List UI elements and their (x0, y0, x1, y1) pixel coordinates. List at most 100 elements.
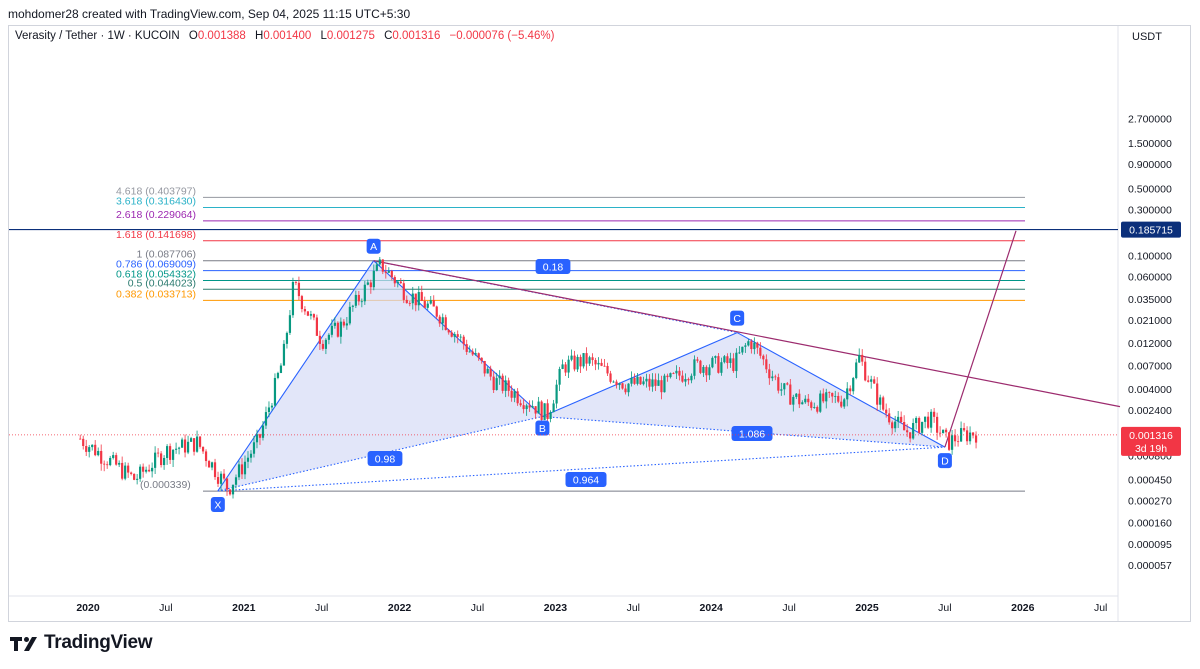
candle-body (309, 314, 313, 316)
candle-body (324, 339, 327, 349)
pattern-leg (217, 415, 543, 492)
candle-body (384, 271, 387, 273)
pattern-point-label: A (370, 241, 377, 253)
candle-body (717, 356, 720, 373)
candle-body (846, 388, 849, 400)
candle-body (570, 355, 573, 360)
candle-body (606, 365, 609, 374)
candle-body (255, 434, 259, 443)
candle-body (777, 377, 780, 391)
candle-body (267, 407, 271, 413)
candle-body (720, 362, 723, 373)
pattern-leg (217, 260, 375, 492)
candle-body (504, 380, 507, 391)
candle-body (639, 376, 642, 385)
candle-body (714, 356, 717, 358)
candle-body (243, 461, 247, 475)
chart-frame (8, 25, 1191, 622)
candle-body (300, 296, 304, 310)
pattern-leg (217, 446, 945, 492)
open-value: 0.001388 (197, 30, 246, 42)
fib-level-label: 0.786 (0.069009) (116, 259, 196, 271)
time-axis-label: Jul (627, 602, 640, 614)
candle-body (291, 282, 295, 316)
candle-body (678, 370, 681, 376)
candle-body (876, 383, 879, 405)
candle-body (79, 438, 82, 440)
price-axis-label: 0.060000 (1128, 271, 1172, 283)
candle-body (816, 406, 819, 412)
candle-body (189, 438, 193, 442)
candle-body (804, 398, 807, 403)
candle-body (540, 401, 543, 420)
symbol-name[interactable]: Verasity / Tether · 1W · KUCOIN (15, 30, 180, 42)
candle-body (91, 444, 94, 448)
close-label: C (384, 30, 393, 42)
candle-body (342, 321, 345, 326)
candle-body (834, 395, 837, 397)
candle-body (567, 359, 570, 373)
candle-body (477, 353, 480, 358)
candle-body (852, 378, 855, 392)
candle-body (261, 425, 265, 438)
candle-body (345, 323, 348, 326)
candle-body (447, 329, 450, 333)
candle-body (906, 430, 909, 433)
candle-body (974, 435, 978, 443)
price-axis-label: 0.035000 (1128, 294, 1172, 306)
candle-body (372, 270, 375, 288)
price-axis-label: 0.012000 (1128, 338, 1172, 350)
candle-body (381, 259, 384, 272)
candle-body (669, 373, 672, 378)
candle-body (154, 452, 157, 468)
price-axis-label: 0.021000 (1128, 315, 1172, 327)
candle-body (435, 306, 438, 317)
candle-body (82, 438, 85, 447)
tradingview-logo[interactable]: TradingView (10, 632, 153, 654)
ratio-label: 0.18 (543, 262, 564, 274)
last-price-tag (1121, 426, 1181, 456)
fib-level-label: 4.618 (0.403797) (116, 185, 196, 197)
candle-body (879, 397, 882, 405)
candle-body (867, 380, 870, 382)
candle-body (456, 334, 459, 337)
price-axis-label: 2.700000 (1128, 114, 1172, 126)
candle-body (402, 283, 405, 300)
candle-body (288, 315, 292, 333)
candle-body (513, 391, 516, 398)
candle-body (112, 455, 115, 458)
candle-body (330, 325, 333, 335)
candle-body (965, 430, 969, 442)
candle-body (612, 381, 615, 383)
projection-line (944, 230, 1017, 448)
candle-body (534, 406, 537, 414)
candle-body (543, 403, 546, 420)
candle-body (225, 478, 229, 490)
candle-body (369, 282, 372, 288)
candle-body (180, 439, 184, 448)
candle-body (279, 365, 283, 373)
candle-body (897, 416, 900, 422)
candle-body (94, 444, 97, 456)
candle-body (831, 392, 834, 397)
candle-body (971, 432, 975, 436)
time-axis-label: Jul (782, 602, 795, 614)
candle-body (219, 473, 223, 484)
candle-body (609, 373, 612, 382)
candle-body (774, 376, 777, 378)
time-axis-label: Jul (1094, 602, 1107, 614)
candle-body (408, 303, 411, 304)
price-axis-label: 0.900000 (1128, 159, 1172, 171)
pattern-triangle-xab (217, 260, 543, 491)
candle-body (864, 361, 867, 381)
price-tag-value: 0.185715 (1129, 225, 1173, 237)
candle-body (109, 457, 112, 466)
candle-body (483, 360, 486, 374)
candle-body (771, 376, 774, 379)
candle-body (315, 317, 319, 336)
candle-body (528, 405, 531, 408)
pattern-point-label: X (214, 499, 221, 511)
price-axis-label: 0.500000 (1128, 184, 1172, 196)
currency-label[interactable]: USDT (1132, 31, 1162, 43)
